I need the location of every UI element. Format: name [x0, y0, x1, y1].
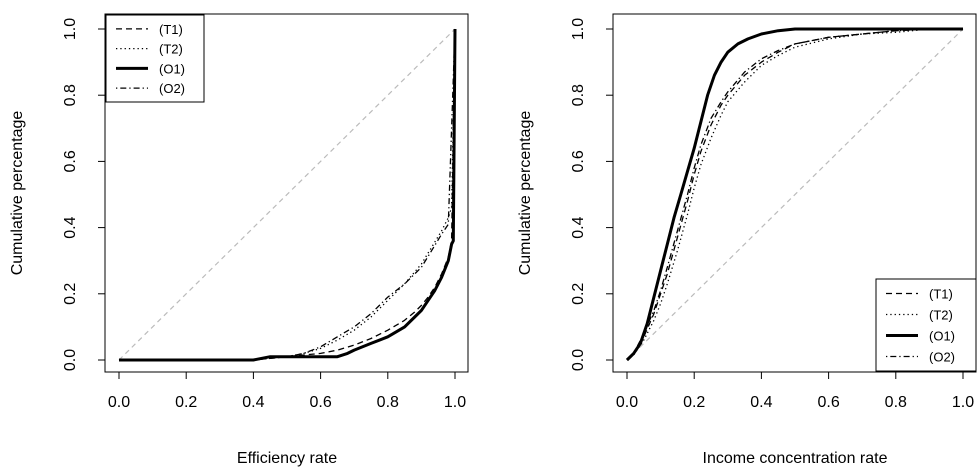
x-tick-label: 0.2 — [175, 394, 197, 411]
legend-label: (O2) — [159, 81, 185, 96]
y-axis-label: Cumulative percentage — [9, 111, 26, 276]
legend-label: (O1) — [159, 61, 185, 76]
legend-label: (T2) — [929, 308, 953, 323]
x-tick-label: 0.4 — [750, 394, 772, 411]
y-tick-label: 0.0 — [62, 349, 79, 371]
y-tick-label: 1.0 — [570, 18, 587, 40]
reference-diagonal-line — [626, 28, 964, 361]
y-tick-label: 0.4 — [570, 216, 587, 238]
x-tick-label: 0.4 — [242, 394, 264, 411]
y-tick-label: 0.2 — [62, 283, 79, 305]
series-line-t2 — [119, 28, 456, 361]
x-tick-label: 0.6 — [309, 394, 331, 411]
y-tick-label: 0.6 — [570, 150, 587, 172]
chart-panel-2: 0.0 0.2 0.4 0.6 0.8 1.0 0.0 0.2 0.4 0.6 0.8 1.0 Inco… — [517, 13, 977, 467]
x-tick-label: 0.0 — [616, 394, 638, 411]
x-tick-label: 0.8 — [377, 394, 399, 411]
series-line-o1 — [119, 28, 457, 362]
plot-frame — [104, 13, 469, 373]
legend-label: (T1) — [159, 22, 183, 37]
legend: (T1) (T2) (O1) (O2) — [105, 14, 205, 103]
chart-panel-1: 0.0 0.2 0.4 0.6 0.8 1.0 0.0 0.2 0.4 0.6 0.8 1.0 Effi… — [9, 13, 469, 467]
legend-box — [875, 278, 977, 372]
legend-label: (O2) — [929, 350, 955, 365]
x-tick-label: 1.0 — [444, 394, 466, 411]
series-line-t1 — [626, 28, 963, 361]
y-tick-label: 0.2 — [570, 283, 587, 305]
series-line-o2 — [626, 28, 963, 361]
x-axis-label: Income concentration rate — [703, 450, 888, 467]
reference-diagonal-line — [118, 28, 456, 361]
y-tick-label: 0.8 — [570, 84, 587, 106]
series-line-o1 — [625, 27, 963, 362]
x-axis-label: Efficiency rate — [237, 450, 337, 467]
x-tick-label: 0.6 — [817, 394, 839, 411]
legend: (T1) (T2) (O1) (O2) — [875, 278, 977, 372]
legend-label: (T1) — [929, 287, 953, 302]
legend-label: (T2) — [159, 42, 183, 57]
plot-frame — [612, 13, 977, 373]
x-tick-label: 0.8 — [885, 394, 907, 411]
series-line-o2 — [119, 28, 456, 361]
legend-box — [105, 14, 205, 103]
y-tick-label: 1.0 — [62, 18, 79, 40]
x-tick-label: 0.2 — [683, 394, 705, 411]
y-axis-label: Cumulative percentage — [517, 111, 534, 276]
y-tick-label: 0.4 — [62, 216, 79, 238]
y-tick-label: 0.0 — [570, 349, 587, 371]
y-tick-label: 0.8 — [62, 84, 79, 106]
x-tick-label: 0.0 — [108, 394, 130, 411]
legend-label: (O1) — [929, 329, 955, 344]
x-tick-label: 1.0 — [952, 394, 974, 411]
y-tick-label: 0.6 — [62, 150, 79, 172]
